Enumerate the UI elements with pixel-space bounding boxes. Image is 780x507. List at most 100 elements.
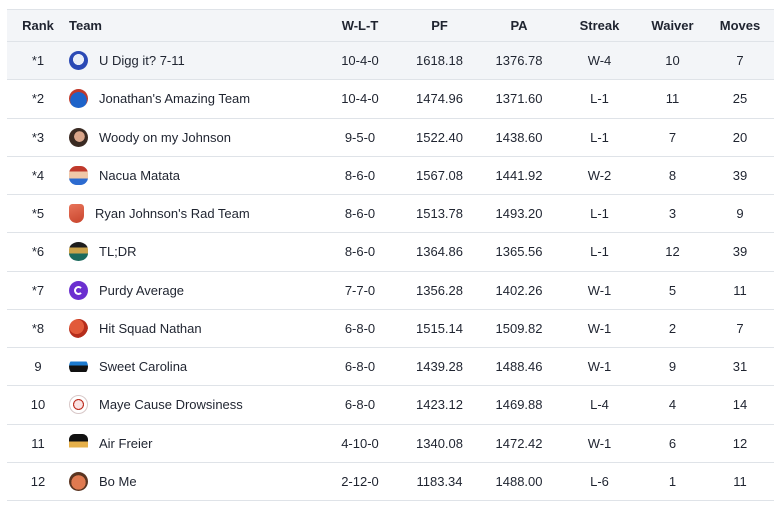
pf-cell: 1423.12 <box>416 397 463 413</box>
team-cell: Maye Cause Drowsiness <box>69 386 319 424</box>
player-avatar-icon[interactable] <box>69 165 88 185</box>
header-rank[interactable]: Rank <box>22 18 54 33</box>
pf-cell: 1515.14 <box>416 320 463 336</box>
standings-table: Rank Team W-L-T PF PA Streak Waiver Move… <box>7 9 774 501</box>
streak-cell: L-6 <box>590 473 609 489</box>
team-cell: Ryan Johnson's Rad Team <box>69 195 319 233</box>
pf-cell: 1474.96 <box>416 91 463 107</box>
team-cell: Hit Squad Nathan <box>69 309 319 347</box>
purple-logo-icon[interactable] <box>69 280 88 300</box>
team-name-link[interactable]: Ryan Johnson's Rad Team <box>95 206 250 222</box>
table-row: 12 Bo Me 2-12-0 1183.34 1488.00 L-6 1 11 <box>7 462 774 501</box>
wlt-cell: 6-8-0 <box>344 397 376 413</box>
table-row: 9 Sweet Carolina 6-8-0 1439.28 1488.46 W… <box>7 347 774 386</box>
moves-cell: 39 <box>732 167 748 183</box>
team-cell: Air Freier <box>69 424 319 462</box>
patriot-logo-icon[interactable] <box>69 395 88 415</box>
pa-cell: 1488.00 <box>495 473 543 489</box>
pirate-logo-icon[interactable] <box>69 433 88 453</box>
team-name-link[interactable]: Hit Squad Nathan <box>99 320 202 336</box>
streak-cell: W-1 <box>587 282 612 298</box>
rank-cell: *7 <box>31 282 45 298</box>
moves-cell: 12 <box>732 435 748 451</box>
table-row: *1 U Digg it? 7-11 10-4-0 1618.18 1376.7… <box>7 41 774 80</box>
team-name-link[interactable]: Sweet Carolina <box>99 359 188 375</box>
streak-cell: W-2 <box>587 167 612 183</box>
panther-logo-icon[interactable] <box>69 357 88 377</box>
team-cell: Sweet Carolina <box>69 348 319 386</box>
header-pf[interactable]: PF <box>431 18 448 33</box>
team-name-link[interactable]: TL;DR <box>99 244 137 260</box>
rank-cell: *4 <box>31 167 45 183</box>
team-name-link[interactable]: U Digg it? 7-11 <box>99 53 185 69</box>
pa-cell: 1472.42 <box>495 435 543 451</box>
pa-cell: 1376.78 <box>495 53 543 69</box>
moves-cell: 11 <box>733 282 747 298</box>
waiver-cell: 12 <box>665 244 680 260</box>
header-streak[interactable]: Streak <box>579 18 620 33</box>
pf-cell: 1183.34 <box>416 473 463 489</box>
pa-cell: 1469.88 <box>495 397 543 413</box>
red-helmet-icon[interactable] <box>69 318 88 338</box>
pa-cell: 1441.92 <box>495 167 543 183</box>
team-cell: Jonathan's Amazing Team <box>69 80 319 118</box>
rank-cell: *3 <box>31 129 45 145</box>
moves-cell: 20 <box>732 129 748 145</box>
blue-helmet-icon[interactable] <box>69 51 88 71</box>
header-moves[interactable]: Moves <box>719 18 761 33</box>
moves-cell: 7 <box>736 53 744 69</box>
moves-cell: 25 <box>732 91 748 107</box>
wlt-cell: 7-7-0 <box>344 282 376 298</box>
streak-cell: L-1 <box>590 206 609 222</box>
team-name-link[interactable]: Jonathan's Amazing Team <box>99 91 251 107</box>
moves-cell: 7 <box>736 320 744 336</box>
foam-finger-icon[interactable] <box>69 204 84 224</box>
cap-icon[interactable] <box>69 89 88 109</box>
team-name-link[interactable]: Woody on my Johnson <box>99 129 231 145</box>
table-row: *4 Nacua Matata 8-6-0 1567.08 1441.92 W-… <box>7 156 774 194</box>
team-name-link[interactable]: Purdy Average <box>99 282 185 298</box>
moves-cell: 11 <box>733 473 747 489</box>
waiver-cell: 2 <box>668 320 677 336</box>
face-photo-icon[interactable] <box>69 127 88 147</box>
header-team[interactable]: Team <box>69 18 102 33</box>
rank-cell: 10 <box>30 397 46 413</box>
rank-cell: 11 <box>31 435 45 451</box>
table-row: *5 Ryan Johnson's Rad Team 8-6-0 1513.78… <box>7 194 774 233</box>
face-avatar-icon[interactable] <box>69 471 88 491</box>
team-cell: U Digg it? 7-11 <box>69 42 319 80</box>
pa-cell: 1402.26 <box>495 282 543 298</box>
header-waiver[interactable]: Waiver <box>651 18 694 33</box>
pf-cell: 1618.18 <box>416 53 463 69</box>
team-name-link[interactable]: Air Freier <box>99 435 153 451</box>
pf-cell: 1522.40 <box>416 129 463 145</box>
pa-cell: 1488.46 <box>495 359 543 375</box>
team-cell: Bo Me <box>69 462 319 500</box>
waiver-cell: 9 <box>668 359 677 375</box>
waiver-cell: 4 <box>668 397 677 413</box>
wlt-cell: 6-8-0 <box>344 359 376 375</box>
jaguar-logo-icon[interactable] <box>69 242 88 262</box>
team-cell: Nacua Matata <box>69 156 319 194</box>
streak-cell: L-1 <box>590 129 609 145</box>
pa-cell: 1371.60 <box>495 91 543 107</box>
team-name-link[interactable]: Nacua Matata <box>99 167 180 183</box>
wlt-cell: 8-6-0 <box>344 167 376 183</box>
header-pa[interactable]: PA <box>510 18 528 33</box>
waiver-cell: 8 <box>668 167 677 183</box>
rank-cell: 9 <box>34 359 42 375</box>
waiver-cell: 7 <box>668 129 677 145</box>
pf-cell: 1513.78 <box>416 206 463 222</box>
team-name-link[interactable]: Maye Cause Drowsiness <box>99 397 243 413</box>
header-wlt[interactable]: W-L-T <box>341 18 379 33</box>
pf-cell: 1439.28 <box>416 359 463 375</box>
team-name-link[interactable]: Bo Me <box>99 473 137 489</box>
wlt-cell: 4-10-0 <box>341 435 379 451</box>
wlt-cell: 6-8-0 <box>344 320 376 336</box>
table-row: 11 Air Freier 4-10-0 1340.08 1472.42 W-1… <box>7 424 774 462</box>
streak-cell: W-1 <box>587 320 612 336</box>
rank-cell: *5 <box>31 206 45 222</box>
table-row: 10 Maye Cause Drowsiness 6-8-0 1423.12 1… <box>7 385 774 424</box>
wlt-cell: 9-5-0 <box>344 129 376 145</box>
pf-cell: 1340.08 <box>416 435 463 451</box>
